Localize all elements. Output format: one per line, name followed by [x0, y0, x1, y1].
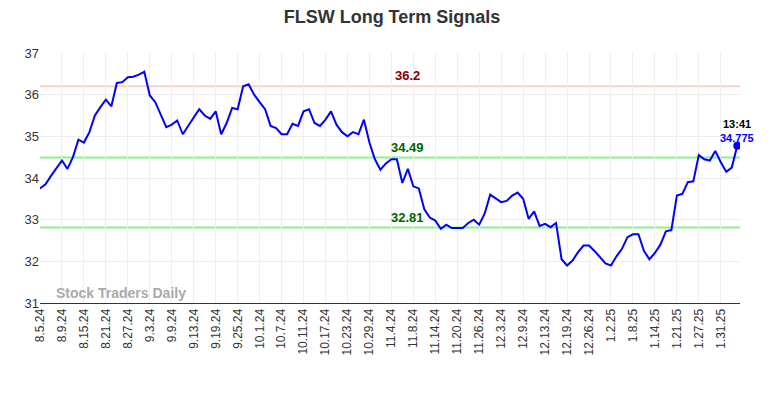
svg-text:9.13.24: 9.13.24 — [187, 308, 201, 348]
svg-text:1.21.25: 1.21.25 — [670, 308, 684, 348]
svg-text:36: 36 — [25, 87, 39, 102]
svg-text:11.8.24: 11.8.24 — [406, 308, 420, 347]
svg-text:8.5.24: 8.5.24 — [33, 308, 47, 342]
svg-text:10.11.24: 10.11.24 — [296, 308, 310, 354]
svg-text:12.19.24: 12.19.24 — [560, 308, 574, 355]
svg-text:FLSW Long Term Signals: FLSW Long Term Signals — [284, 7, 501, 27]
svg-text:10.17.24: 10.17.24 — [318, 308, 332, 355]
svg-text:11.20.24: 11.20.24 — [450, 308, 464, 354]
svg-text:32: 32 — [25, 254, 39, 269]
svg-text:8.27.24: 8.27.24 — [121, 308, 135, 348]
svg-text:9.9.24: 9.9.24 — [165, 308, 179, 342]
svg-text:12.26.24: 12.26.24 — [582, 308, 596, 355]
svg-text:9.19.24: 9.19.24 — [209, 308, 223, 348]
svg-text:8.9.24: 8.9.24 — [55, 308, 69, 342]
svg-text:10.1.24: 10.1.24 — [253, 308, 267, 348]
svg-text:12.13.24: 12.13.24 — [538, 308, 552, 355]
svg-text:36.2: 36.2 — [395, 68, 420, 83]
svg-text:11.14.24: 11.14.24 — [428, 308, 442, 354]
svg-text:9.3.24: 9.3.24 — [143, 308, 157, 342]
svg-text:35: 35 — [25, 129, 39, 144]
svg-text:13:41: 13:41 — [723, 118, 751, 130]
svg-text:34: 34 — [25, 171, 39, 186]
svg-text:9.25.24: 9.25.24 — [231, 308, 245, 348]
svg-text:33: 33 — [25, 212, 39, 227]
svg-text:37: 37 — [25, 46, 39, 61]
svg-text:1.27.25: 1.27.25 — [692, 308, 706, 348]
svg-text:12.3.24: 12.3.24 — [494, 308, 508, 348]
svg-text:Stock Traders Daily: Stock Traders Daily — [56, 285, 186, 301]
svg-text:1.31.25: 1.31.25 — [714, 308, 728, 348]
svg-text:11.26.24: 11.26.24 — [472, 308, 486, 354]
svg-text:10.7.24: 10.7.24 — [274, 308, 288, 348]
svg-text:12.9.24: 12.9.24 — [516, 308, 530, 348]
svg-text:8.15.24: 8.15.24 — [77, 308, 91, 348]
svg-text:31: 31 — [25, 296, 39, 311]
svg-text:34.49: 34.49 — [391, 140, 424, 155]
svg-text:32.81: 32.81 — [391, 210, 424, 225]
svg-text:34.775: 34.775 — [720, 132, 754, 144]
svg-text:1.8.25: 1.8.25 — [626, 308, 640, 342]
svg-text:11.4.24: 11.4.24 — [384, 308, 398, 347]
svg-text:10.29.24: 10.29.24 — [362, 308, 376, 355]
svg-text:1.14.25: 1.14.25 — [648, 308, 662, 348]
svg-text:8.21.24: 8.21.24 — [99, 308, 113, 348]
svg-text:1.2.25: 1.2.25 — [604, 308, 618, 342]
svg-text:10.23.24: 10.23.24 — [340, 308, 354, 355]
